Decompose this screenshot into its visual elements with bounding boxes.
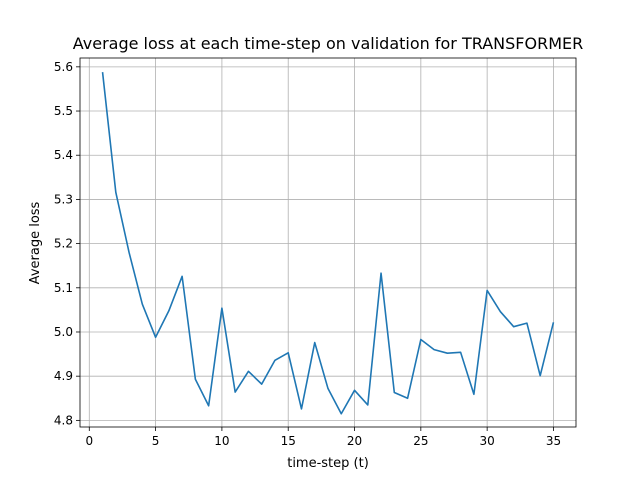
y-axis-label: Average loss [28, 201, 43, 284]
y-tick-label: 5.2 [54, 237, 73, 251]
axis-ticks: 0 5 10 15 20 25 30 35 4.8 4.9 5.0 5.1 5.2 5.3 5.4 5.5 5.… [54, 60, 561, 448]
x-tick-label: 35 [546, 434, 561, 448]
y-tick-label: 5.0 [54, 325, 73, 339]
x-axis-label: time-step (t) [287, 456, 369, 471]
x-tick-label: 15 [281, 434, 296, 448]
series-line [101, 72, 555, 415]
x-tick-label: 20 [347, 434, 362, 448]
y-tick-label: 5.1 [54, 281, 73, 295]
x-tick-label: 0 [85, 434, 93, 448]
y-tick-label: 5.4 [54, 148, 73, 162]
series-layer [101, 72, 555, 415]
x-tick-label: 30 [480, 434, 495, 448]
x-tick-label: 10 [214, 434, 229, 448]
y-tick-label: 5.5 [54, 104, 73, 118]
y-tick-label: 4.9 [54, 369, 73, 383]
x-tick-label: 25 [413, 434, 428, 448]
chart-title: Average loss at each time-step on valida… [73, 34, 583, 53]
grid-lines [80, 58, 576, 427]
y-tick-label: 4.8 [54, 413, 73, 427]
plot-frame [79, 57, 577, 428]
y-tick-label: 5.6 [54, 60, 73, 74]
y-tick-label: 5.3 [54, 192, 73, 206]
x-tick-label: 5 [152, 434, 160, 448]
